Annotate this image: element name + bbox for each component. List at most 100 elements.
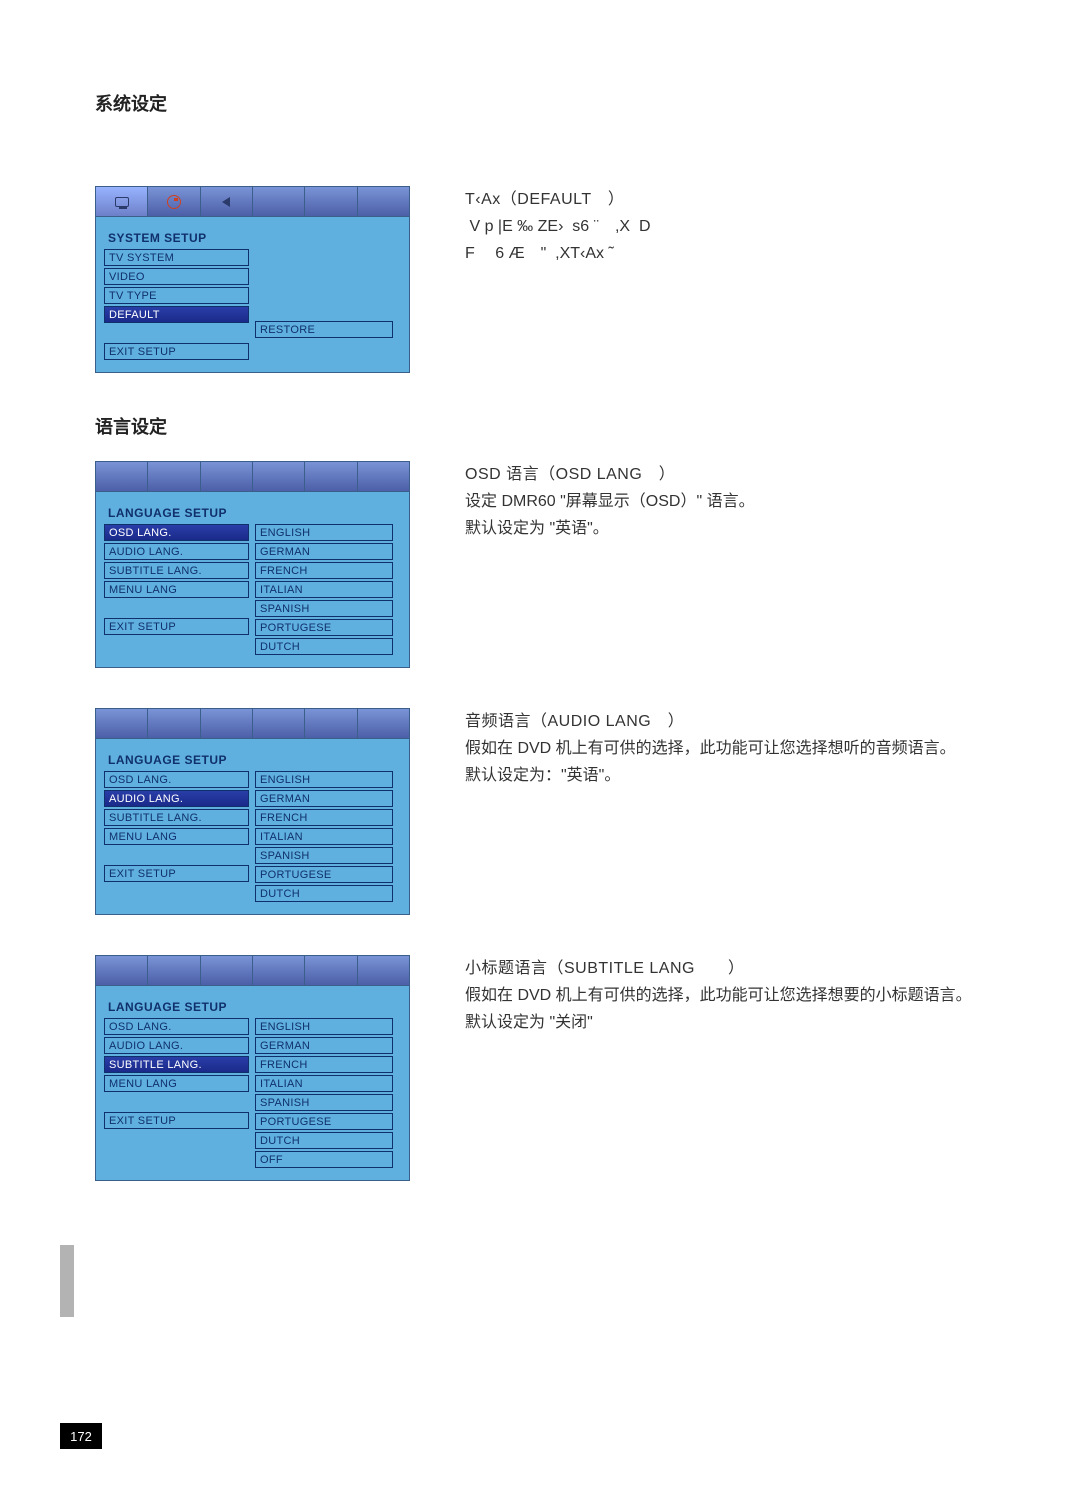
menu-item-default[interactable]: DEFAULT — [104, 306, 249, 323]
desc-line: 小标题语言（SUBTITLE LANG ） — [465, 955, 990, 982]
option-spanish[interactable]: SPANISH — [255, 1094, 393, 1111]
osd-panel-osdlang: LANGUAGE SETUP OSD LANG. AUDIO LANG. SUB… — [95, 461, 410, 668]
tab-empty[interactable] — [253, 956, 305, 985]
menu-blank — [104, 847, 249, 863]
option-french[interactable]: FRENCH — [255, 809, 393, 826]
menu-item-video[interactable]: VIDEO — [104, 268, 249, 285]
tab-language-icon[interactable] — [148, 187, 200, 216]
desc-audio-lang: 音频语言（AUDIO LANG ） 假如在 DVD 机上有可供的选择，此功能可让… — [465, 708, 990, 790]
option-dutch[interactable]: DUTCH — [255, 638, 393, 655]
menu-item-exit[interactable]: EXIT SETUP — [104, 1112, 249, 1129]
menu-item-exit[interactable]: EXIT SETUP — [104, 865, 249, 882]
tab-empty[interactable] — [253, 709, 305, 738]
osd-heading: LANGUAGE SETUP — [108, 506, 401, 520]
option-dutch[interactable]: DUTCH — [255, 885, 393, 902]
opt-blank — [255, 267, 393, 283]
option-german[interactable]: GERMAN — [255, 790, 393, 807]
tab-empty[interactable] — [305, 709, 357, 738]
speaker-icon — [222, 197, 230, 207]
option-italian[interactable]: ITALIAN — [255, 581, 393, 598]
tab-empty-2[interactable] — [305, 187, 357, 216]
desc-line: V p |E ‰ ZE› s6 ¨ ,X D — [465, 213, 990, 240]
option-spanish[interactable]: SPANISH — [255, 600, 393, 617]
tab-empty[interactable] — [305, 956, 357, 985]
option-portugese[interactable]: PORTUGESE — [255, 619, 393, 636]
osd-tabs — [96, 956, 409, 986]
tab-empty-1[interactable] — [253, 187, 305, 216]
option-french[interactable]: FRENCH — [255, 562, 393, 579]
osd-panel-audiolang: LANGUAGE SETUP OSD LANG. AUDIO LANG. SUB… — [95, 708, 410, 915]
row-subtitle-lang: LANGUAGE SETUP OSD LANG. AUDIO LANG. SUB… — [95, 955, 990, 1181]
option-off[interactable]: OFF — [255, 1151, 393, 1168]
option-restore[interactable]: RESTORE — [255, 321, 393, 338]
option-english[interactable]: ENGLISH — [255, 771, 393, 788]
desc-line: 默认设定为 "英语"。 — [465, 515, 990, 542]
desc-line: 默认设定为 "关闭" — [465, 1009, 990, 1036]
option-english[interactable]: ENGLISH — [255, 1018, 393, 1035]
menu-item-osd-lang[interactable]: OSD LANG. — [104, 1018, 249, 1035]
option-german[interactable]: GERMAN — [255, 1037, 393, 1054]
tab-empty[interactable] — [96, 709, 148, 738]
osd-heading: LANGUAGE SETUP — [108, 1000, 401, 1014]
tab-audio-icon[interactable] — [201, 187, 253, 216]
menu-item-exit[interactable]: EXIT SETUP — [104, 343, 249, 360]
desc-line: 默认设定为："英语"。 — [465, 762, 990, 789]
tab-empty[interactable] — [358, 709, 409, 738]
option-portugese[interactable]: PORTUGESE — [255, 866, 393, 883]
menu-item-menu-lang[interactable]: MENU LANG — [104, 1075, 249, 1092]
desc-line: 音频语言（AUDIO LANG ） — [465, 708, 990, 735]
menu-item-subtitle-lang[interactable]: SUBTITLE LANG. — [104, 562, 249, 579]
menu-blank — [104, 1094, 249, 1110]
tab-empty[interactable] — [96, 462, 148, 491]
osd-right-col: ENGLISH GERMAN FRENCH ITALIAN SPANISH PO… — [255, 771, 393, 902]
tab-empty[interactable] — [253, 462, 305, 491]
menu-item-subtitle-lang[interactable]: SUBTITLE LANG. — [104, 1056, 249, 1073]
tab-empty[interactable] — [148, 709, 200, 738]
tab-empty[interactable] — [305, 462, 357, 491]
option-german[interactable]: GERMAN — [255, 543, 393, 560]
osd-left-col: OSD LANG. AUDIO LANG. SUBTITLE LANG. MEN… — [104, 1018, 249, 1168]
option-italian[interactable]: ITALIAN — [255, 828, 393, 845]
section-title-system: 系统设定 — [95, 90, 990, 116]
osd-right-col: RESTORE — [255, 249, 393, 360]
option-dutch[interactable]: DUTCH — [255, 1132, 393, 1149]
tab-empty[interactable] — [148, 462, 200, 491]
osd-right-col: ENGLISH GERMAN FRENCH ITALIAN SPANISH PO… — [255, 524, 393, 655]
tab-system-icon[interactable] — [96, 187, 148, 216]
option-portugese[interactable]: PORTUGESE — [255, 1113, 393, 1130]
menu-item-osd-lang[interactable]: OSD LANG. — [104, 524, 249, 541]
desc-default: T‹Ax（DEFAULT ） V p |E ‰ ZE› s6 ¨ ,X D F … — [465, 186, 990, 268]
monitor-icon — [115, 197, 129, 207]
tab-empty[interactable] — [201, 956, 253, 985]
menu-item-audio-lang[interactable]: AUDIO LANG. — [104, 1037, 249, 1054]
menu-item-tv-system[interactable]: TV SYSTEM — [104, 249, 249, 266]
osd-left-col: OSD LANG. AUDIO LANG. SUBTITLE LANG. MEN… — [104, 771, 249, 902]
row-system-default: SYSTEM SETUP TV SYSTEM VIDEO TV TYPE DEF… — [95, 186, 990, 373]
menu-item-audio-lang[interactable]: AUDIO LANG. — [104, 543, 249, 560]
option-italian[interactable]: ITALIAN — [255, 1075, 393, 1092]
menu-item-tv-type[interactable]: TV TYPE — [104, 287, 249, 304]
tab-empty[interactable] — [358, 956, 409, 985]
menu-item-subtitle-lang[interactable]: SUBTITLE LANG. — [104, 809, 249, 826]
tab-empty[interactable] — [358, 462, 409, 491]
menu-item-exit[interactable]: EXIT SETUP — [104, 618, 249, 635]
osd-panel-subtitlelang: LANGUAGE SETUP OSD LANG. AUDIO LANG. SUB… — [95, 955, 410, 1181]
tab-empty[interactable] — [148, 956, 200, 985]
option-spanish[interactable]: SPANISH — [255, 847, 393, 864]
menu-item-menu-lang[interactable]: MENU LANG — [104, 828, 249, 845]
menu-item-menu-lang[interactable]: MENU LANG — [104, 581, 249, 598]
desc-line: OSD 语言（OSD LANG ） — [465, 461, 990, 488]
menu-item-osd-lang[interactable]: OSD LANG. — [104, 771, 249, 788]
tab-empty[interactable] — [201, 462, 253, 491]
option-french[interactable]: FRENCH — [255, 1056, 393, 1073]
row-osd-lang: LANGUAGE SETUP OSD LANG. AUDIO LANG. SUB… — [95, 461, 990, 668]
menu-item-audio-lang[interactable]: AUDIO LANG. — [104, 790, 249, 807]
option-english[interactable]: ENGLISH — [255, 524, 393, 541]
tab-empty[interactable] — [96, 956, 148, 985]
osd-panel-system: SYSTEM SETUP TV SYSTEM VIDEO TV TYPE DEF… — [95, 186, 410, 373]
osd-heading: LANGUAGE SETUP — [108, 753, 401, 767]
tab-empty-3[interactable] — [358, 187, 409, 216]
desc-line: T‹Ax（DEFAULT ） — [465, 186, 990, 213]
tab-empty[interactable] — [201, 709, 253, 738]
osd-heading: SYSTEM SETUP — [108, 231, 401, 245]
